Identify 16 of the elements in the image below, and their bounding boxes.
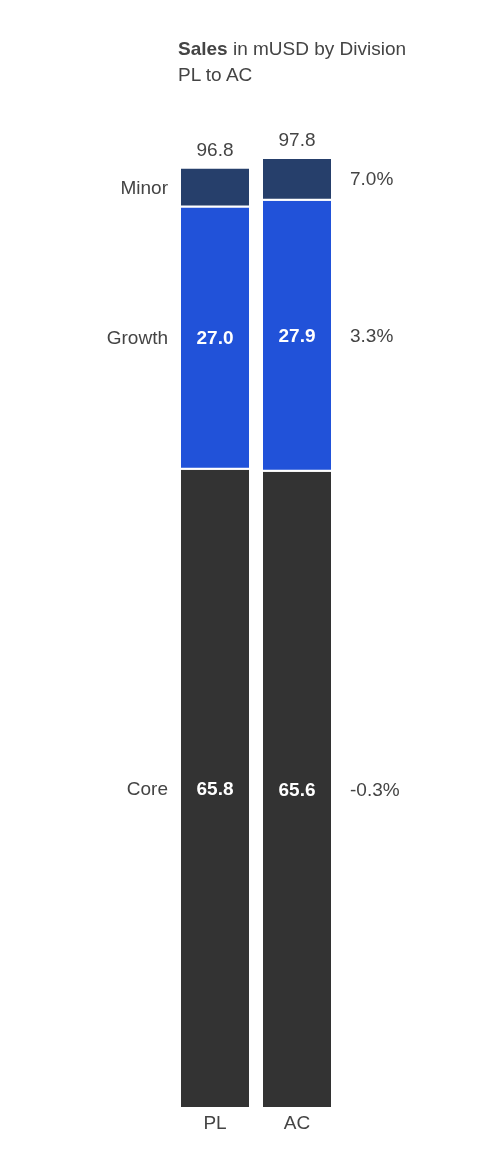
series-label: Core	[126, 777, 168, 799]
data-label: 27.0	[196, 327, 234, 349]
total-label: 97.8	[278, 129, 316, 150]
total-label: 96.8	[196, 138, 234, 160]
series-label: Growth	[106, 327, 168, 349]
data-label: 65.8	[196, 777, 234, 799]
text: 7.0%	[350, 168, 394, 190]
chart-title: Sales in mUSD by Division	[178, 37, 408, 61]
data-label: 27.9	[278, 324, 316, 346]
x-tick-label: PL	[203, 1112, 227, 1134]
text: 3.3%	[350, 324, 394, 346]
x-tick-label: AC	[283, 1112, 311, 1134]
series-label: Minor	[120, 176, 169, 198]
data-label: 65.6	[278, 778, 316, 800]
chart-subtitle: PL to AC	[178, 63, 254, 87]
text: -0.3%	[350, 778, 400, 800]
